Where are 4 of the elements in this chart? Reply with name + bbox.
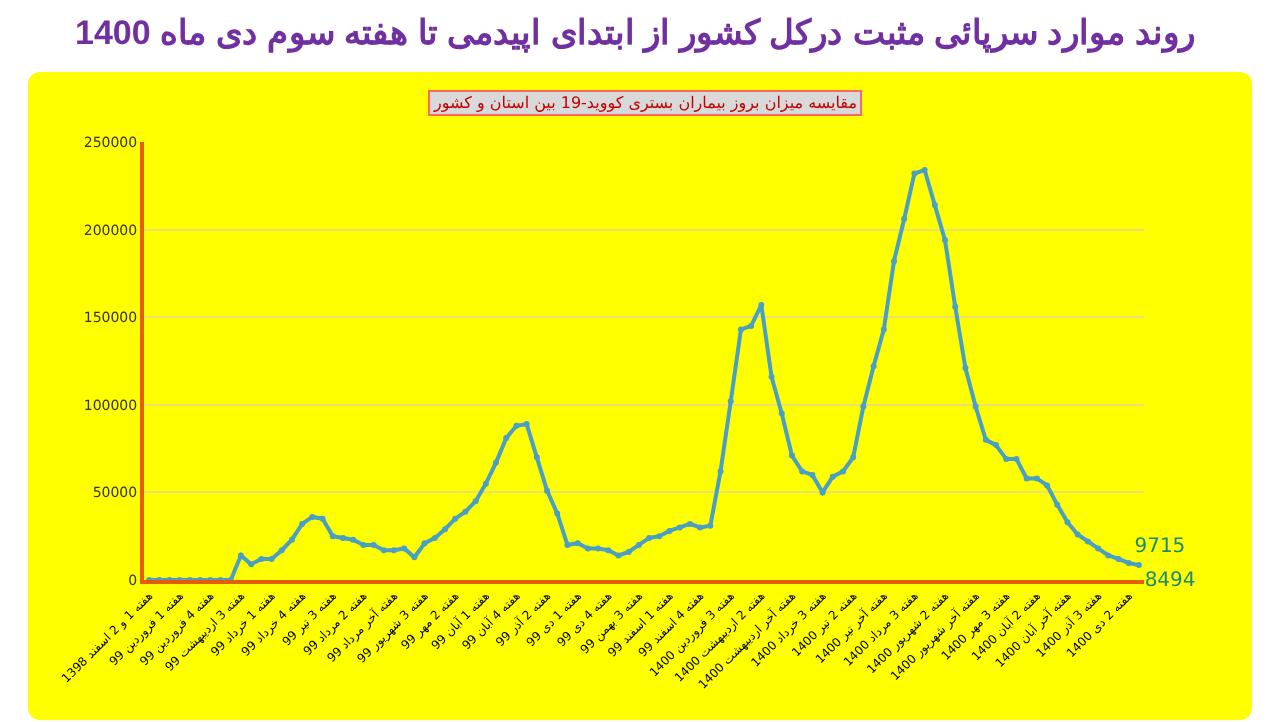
data-label: 8494 bbox=[1144, 569, 1196, 592]
chart-title: روند موارد سرپائی مثبت درکل کشور از ابتدای اپیدمی تا هفته سوم دی ماه 1400 bbox=[73, 12, 1197, 54]
data-label: 9715 bbox=[1134, 536, 1186, 559]
chart-subtitle: مقایسه میزان بروز بیماران بستری کووید-19 بین استان و کشور bbox=[432, 94, 857, 112]
